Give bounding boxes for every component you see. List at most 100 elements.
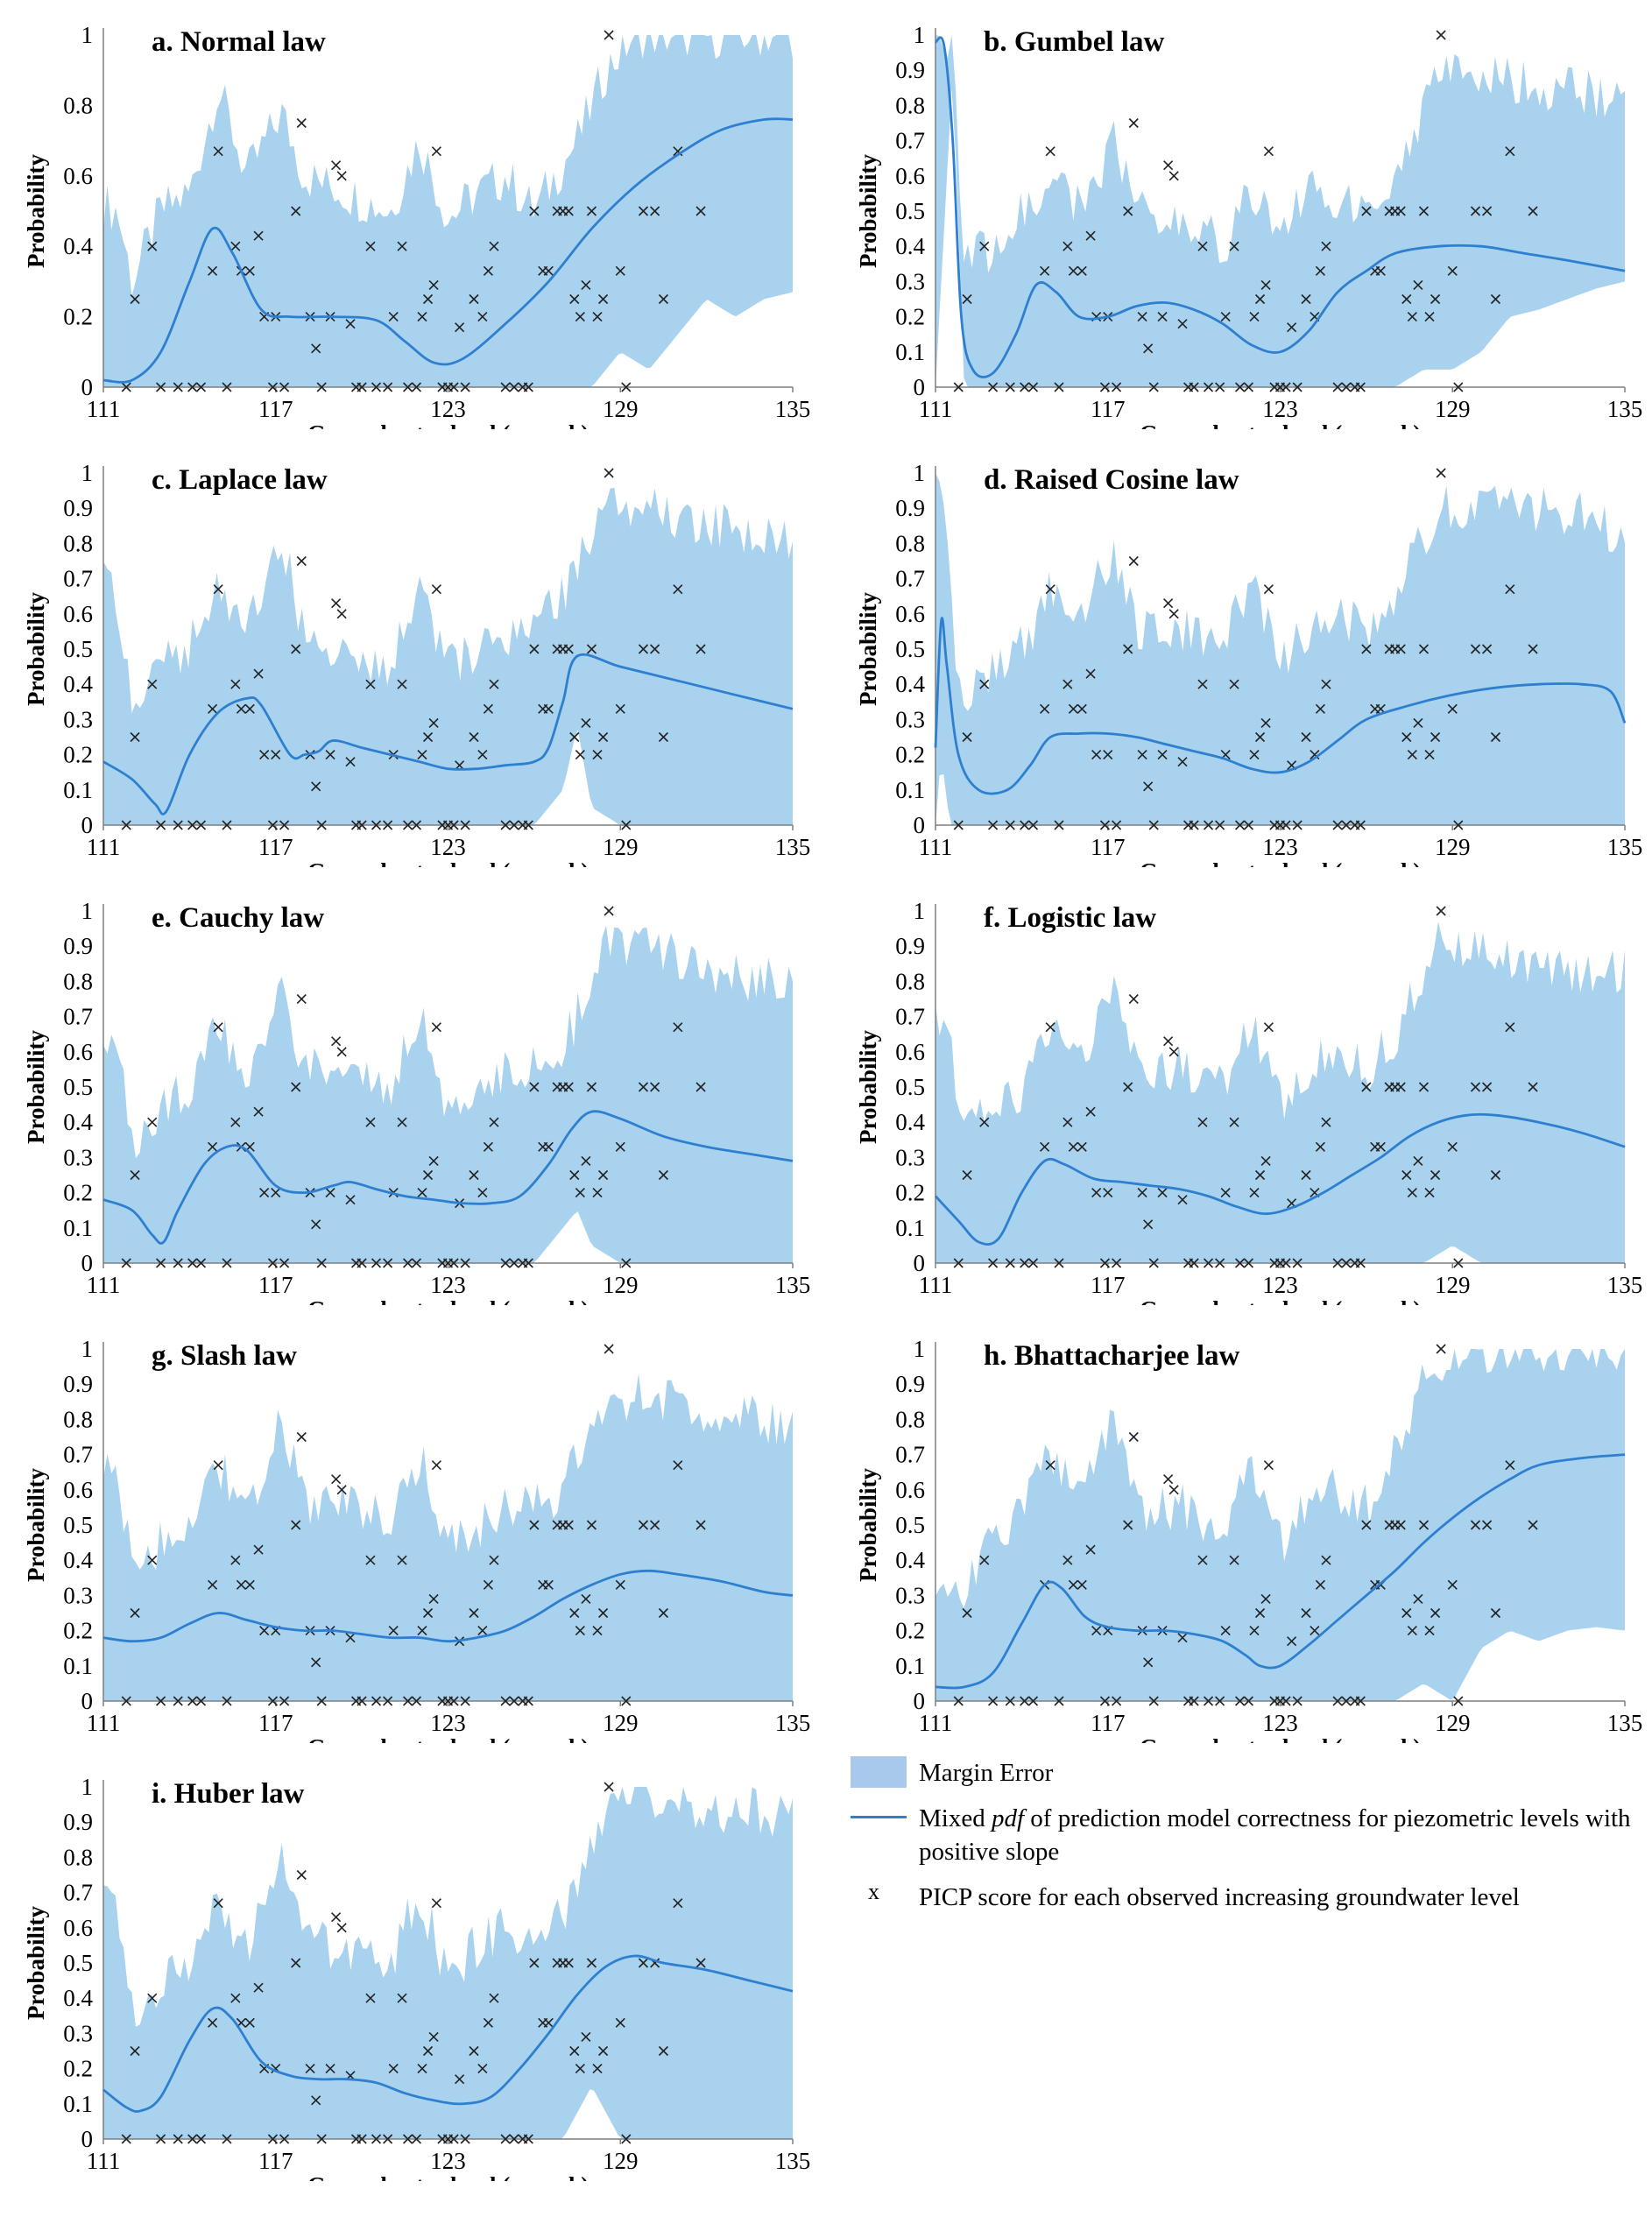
picp-marker	[222, 1258, 232, 1268]
picp-marker	[455, 322, 465, 333]
picp-marker	[1177, 1633, 1188, 1643]
y-tick-label: 0.7	[63, 1880, 93, 1906]
picp-marker	[388, 2064, 399, 2074]
picp-marker	[1085, 1106, 1096, 1117]
y-tick-label: 0.7	[895, 1004, 925, 1030]
picp-marker	[1505, 1022, 1515, 1033]
picp-marker	[1254, 293, 1266, 305]
y-tick-label: 0.4	[895, 1109, 925, 1135]
picp-marker	[1128, 993, 1139, 1005]
picp-marker	[638, 1958, 649, 1968]
picp-marker	[1453, 1696, 1464, 1706]
picp-marker	[1413, 717, 1423, 728]
picp-marker	[1332, 1258, 1343, 1268]
picp-marker	[1401, 1607, 1412, 1619]
picp-marker	[1528, 1082, 1538, 1092]
picp-marker	[428, 717, 439, 728]
y-tick-label: 0.1	[895, 1653, 925, 1679]
x-axis-label: Groundwater level (m.a.s.l.)	[307, 420, 589, 429]
picp-marker	[1197, 241, 1208, 251]
picp-marker	[311, 343, 321, 354]
picp-marker	[1229, 241, 1239, 251]
chart-panel-raised-cosine-law: 0 0.1 0.2 0.3 0.4 0.5 0.6 0.7 0.8 0.9 1 111 117 123 12…	[832, 438, 1647, 867]
margin-error-band	[935, 921, 1625, 1263]
picp-marker	[569, 293, 580, 305]
picp-marker	[1054, 1696, 1064, 1706]
picp-marker	[979, 1555, 990, 1565]
x-tick-label: 111	[919, 1272, 953, 1298]
picp-marker	[345, 1633, 356, 1643]
margin-error-band	[935, 1349, 1625, 1701]
picp-marker	[253, 1544, 264, 1555]
mixed-pdf-line	[934, 617, 1627, 795]
legend-item-picp: x PICP score for each observed increasin…	[845, 1879, 1634, 1914]
picp-marker	[121, 382, 131, 392]
picp-marker	[271, 750, 281, 760]
y-tick-label: 0.1	[63, 1215, 93, 1241]
picp-marker	[1395, 644, 1406, 654]
y-tick-label: 0.6	[63, 163, 93, 189]
picp-marker	[1436, 1344, 1446, 1354]
picp-marker	[460, 820, 470, 830]
picp-marker	[529, 1958, 540, 1968]
y-tick-label: 0.7	[895, 128, 925, 154]
picp-marker	[563, 1958, 574, 1968]
picp-marker	[598, 731, 609, 743]
picp-marker	[650, 1520, 660, 1530]
y-axis-label: Probability	[23, 591, 49, 706]
legend-label-margin-error: Margin Error	[919, 1759, 1054, 1787]
picp-marker	[543, 1579, 554, 1590]
picp-marker	[147, 679, 158, 689]
picp-marker	[469, 2045, 479, 2057]
y-tick-label: 0.5	[63, 1074, 93, 1100]
legend-swatch-margin-error	[845, 1756, 907, 1788]
picp-marker	[1215, 1258, 1225, 1268]
picp-marker	[187, 820, 198, 830]
picp-marker	[156, 820, 166, 830]
picp-marker	[695, 206, 706, 216]
x-tick-label: 117	[258, 1272, 293, 1298]
picp-marker	[1027, 1696, 1039, 1706]
picp-marker	[1203, 1696, 1214, 1706]
picp-marker	[296, 117, 307, 129]
x-tick-label: 123	[430, 1710, 466, 1736]
chart-title: f. Logistic law	[984, 902, 1156, 934]
x-tick-label: 123	[430, 1272, 466, 1298]
picp-marker	[1063, 1555, 1073, 1565]
picp-marker	[598, 1169, 609, 1181]
y-tick-label: 0.8	[63, 530, 93, 556]
picp-marker	[230, 1993, 241, 2003]
picp-marker	[1063, 241, 1073, 251]
picp-marker	[279, 382, 290, 392]
x-axis-label: Groundwater level (m.a.s.l.)	[1140, 420, 1421, 429]
picp-marker	[1112, 1258, 1122, 1268]
picp-marker	[1281, 1696, 1291, 1706]
picp-marker	[448, 820, 459, 830]
picp-marker	[673, 584, 683, 595]
picp-marker	[371, 2134, 382, 2144]
y-axis-label: Probability	[23, 153, 49, 268]
picp-marker	[469, 293, 479, 305]
picp-marker	[1143, 781, 1154, 792]
picp-marker	[121, 1258, 131, 1268]
picp-marker	[1418, 644, 1430, 654]
picp-marker	[1355, 820, 1366, 830]
picp-marker	[1163, 1474, 1174, 1485]
picp-marker	[1375, 265, 1386, 276]
picp-marker	[431, 1022, 441, 1033]
y-tick-label: 0.4	[63, 1109, 93, 1135]
picp-marker	[1332, 382, 1343, 392]
picp-marker	[673, 1898, 683, 1909]
x-tick-label: 123	[1262, 834, 1298, 860]
picp-marker	[543, 2017, 554, 2028]
picp-marker	[1292, 1696, 1303, 1706]
picp-marker	[1099, 382, 1111, 392]
picp-marker	[1401, 1169, 1412, 1181]
picp-marker	[1189, 820, 1199, 830]
picp-marker	[962, 1607, 972, 1619]
picp-marker	[1068, 703, 1078, 714]
picp-marker	[195, 1258, 207, 1268]
picp-marker	[311, 1219, 321, 1230]
y-tick-label: 0.8	[63, 1844, 93, 1870]
